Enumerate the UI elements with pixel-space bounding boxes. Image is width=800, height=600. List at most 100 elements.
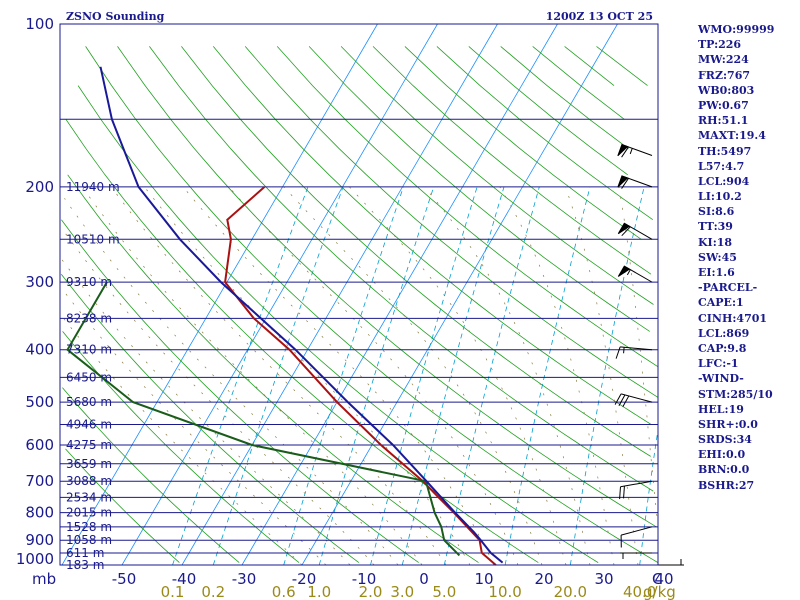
isotherm-line — [61, 23, 378, 566]
height-label: 7310 m — [66, 343, 112, 357]
stat-line: RH:51.1 — [698, 114, 749, 128]
pressure-tick-label: 100 — [25, 15, 54, 33]
dry-adiabat-line — [532, 46, 625, 120]
dry-adiabat-line — [436, 46, 654, 221]
wind-barb — [615, 346, 653, 359]
pressure-tick-label: 1000 — [16, 550, 54, 568]
temperature-profile — [224, 186, 497, 566]
dry-adiabat-line — [212, 46, 652, 425]
mixing-ratio-axis-label: g/kg — [643, 583, 676, 600]
height-label: 2015 m — [66, 506, 112, 520]
mixing-ratio-label: 0.6 — [272, 583, 296, 600]
stat-line: EI:1.6 — [698, 266, 735, 279]
dry-adiabat-line — [62, 331, 300, 563]
wind-barb — [617, 143, 653, 158]
dry-adiabat-line — [61, 219, 419, 563]
wind-barb — [619, 480, 653, 500]
dry-adiabat-line — [340, 46, 654, 305]
pressure-tick-label: 500 — [25, 393, 54, 411]
mixing-ratio-label: 40.0 — [623, 583, 656, 600]
height-label: 9310 m — [66, 275, 112, 289]
temperature-tick-label: 0 — [419, 570, 429, 588]
isotherm-line — [301, 23, 618, 566]
stat-line: LFC:-1 — [698, 357, 739, 371]
temperature-tick-label: 20 — [534, 570, 553, 588]
stat-line: BSHR:27 — [698, 478, 755, 492]
stat-line: KI:18 — [698, 235, 733, 249]
height-label: 10510 m — [66, 232, 120, 246]
mixing-ratio-line — [172, 186, 309, 566]
dry-adiabat-line — [117, 46, 657, 528]
height-label: 4275 m — [66, 438, 112, 452]
pressure-tick-label: 600 — [25, 436, 54, 454]
mixing-ratio-label: 5.0 — [432, 583, 456, 600]
stats-panel: WMO:99999 TP:226 MW:224 FRZ:767 WB0:803 PW:0.… — [698, 22, 798, 493]
height-label: 8238 m — [66, 311, 112, 325]
stat-line: PW:0.67 — [698, 98, 749, 112]
isotherm-line — [121, 23, 438, 566]
wind-barb — [620, 552, 652, 559]
dry-adiabat-line — [500, 46, 629, 150]
height-label: 3088 m — [66, 474, 112, 488]
height-label: 11940 m — [66, 180, 120, 194]
temperature-tick-label: -20 — [292, 570, 317, 588]
stat-line: TT:39 — [698, 220, 733, 234]
plot-frame — [59, 23, 659, 566]
mixing-ratio-line — [283, 186, 404, 566]
saturated-adiabat-line — [618, 186, 659, 527]
height-label: 5680 m — [66, 395, 112, 409]
chart-title: ZSNO Sounding — [66, 10, 165, 23]
saturated-adiabat-line — [424, 186, 591, 566]
background-lines — [59, 23, 659, 566]
stat-line: MW:224 — [698, 53, 749, 67]
height-label: 6450 m — [66, 370, 112, 384]
mixing-ratio-label: 0.1 — [161, 583, 185, 600]
stat-line: CAPE:1 — [698, 296, 744, 310]
stat-line: L57:4.7 — [698, 159, 745, 173]
mixing-ratio-label: 10.0 — [488, 583, 521, 600]
saturated-adiabat-line — [349, 186, 567, 566]
stat-line: STM:285/10 — [698, 387, 773, 401]
dry-adiabat-line — [244, 46, 659, 398]
stat-line: TH:5497 — [698, 144, 752, 158]
dry-adiabat-line — [67, 174, 479, 563]
saturated-adiabat-line — [283, 186, 543, 566]
dry-adiabat-line — [372, 46, 652, 275]
stat-line: -PARCEL- — [698, 281, 758, 295]
mixing-ratio-label: 2.0 — [359, 583, 383, 600]
stat-line: MAXT:19.4 — [698, 129, 766, 143]
temperature-tick-label: -30 — [232, 570, 257, 588]
dry-adiabat-line — [596, 46, 648, 86]
wind-barb — [614, 393, 653, 407]
saturated-adiabat-line — [144, 186, 471, 566]
mixing-ratio-line — [639, 434, 658, 566]
valid-time: 1200Z 13 OCT 25 — [546, 10, 653, 23]
stat-line: -WIND- — [698, 372, 744, 386]
dry-adiabat-line — [308, 46, 650, 332]
saturated-adiabat-line — [565, 186, 639, 566]
stat-line: CAP:9.8 — [698, 341, 747, 355]
mixing-ratio-line — [504, 186, 591, 566]
dry-adiabat-line — [404, 46, 642, 240]
pressure-axis-label: mb — [32, 570, 56, 588]
saturated-adiabat-line — [499, 186, 615, 566]
dry-adiabat-line — [564, 46, 615, 86]
saturated-adiabat-line — [82, 186, 423, 566]
mixing-ratio-line — [212, 186, 344, 566]
stat-line: TP:226 — [698, 38, 742, 52]
sounding-series — [66, 66, 504, 566]
stat-line: BRN:0.0 — [698, 463, 750, 477]
wind-barbs — [614, 143, 684, 566]
stat-line: SRDS:34 — [698, 433, 752, 447]
temperature-tick-label: -50 — [112, 570, 137, 588]
temperature-tick-label: 10 — [474, 570, 493, 588]
mixing-ratio-label: 1.0 — [307, 583, 331, 600]
pressure-tick-label: 200 — [25, 178, 54, 196]
stat-line: LCL:869 — [698, 326, 750, 340]
height-label: 4946 m — [66, 418, 112, 432]
mixing-ratio-label: 0.2 — [201, 583, 225, 600]
stat-line: SW:45 — [698, 250, 737, 264]
height-label: 611 m — [66, 546, 104, 560]
pressure-tick-label: 900 — [25, 531, 54, 549]
